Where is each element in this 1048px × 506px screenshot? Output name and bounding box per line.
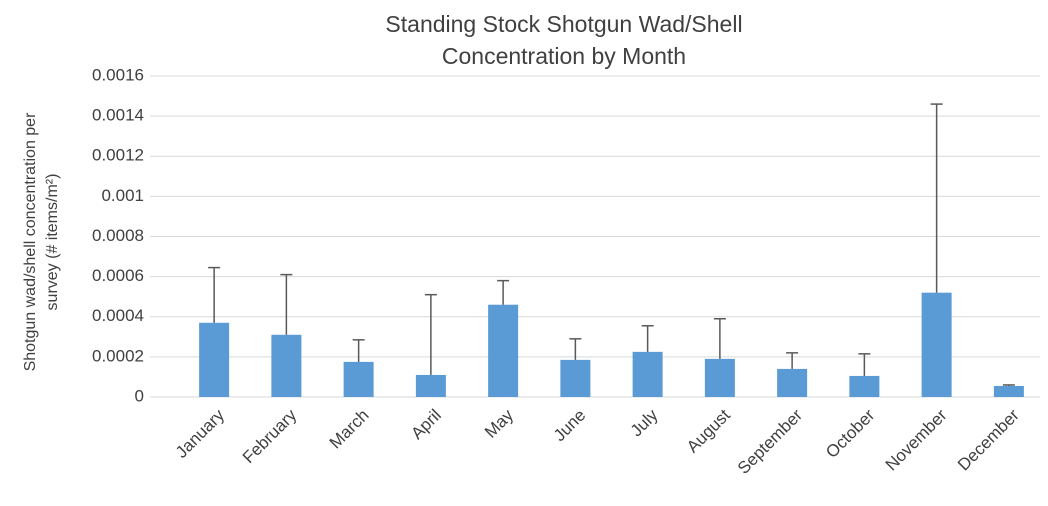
error-bar <box>497 279 510 305</box>
y-tick-label: 0.0014 <box>92 106 144 125</box>
x-tick-label: June <box>550 406 590 446</box>
y-tick-label: 0.001 <box>101 186 144 205</box>
bar <box>488 304 519 397</box>
error-bar <box>786 352 799 369</box>
error-bar <box>208 266 221 323</box>
error-bar <box>569 338 582 360</box>
bar <box>777 368 808 397</box>
error-bar <box>930 103 943 293</box>
bar <box>632 351 663 397</box>
error-bar <box>280 273 293 335</box>
y-tick-label: 0 <box>135 386 144 405</box>
x-tick-label: January <box>172 405 229 462</box>
x-tick-label: September <box>734 405 806 477</box>
bar <box>199 322 230 397</box>
bar <box>415 374 446 397</box>
y-tick-label: 0.0008 <box>92 226 144 245</box>
y-tick-label: 0.0004 <box>92 306 144 325</box>
x-tick-label: November <box>882 405 951 474</box>
chart-title: Standing Stock Shotgun Wad/Shell Concent… <box>385 11 743 69</box>
x-tick-label: February <box>239 405 301 467</box>
x-tick-label: July <box>627 405 662 440</box>
error-bar <box>641 325 654 352</box>
bar <box>704 358 735 397</box>
error-bar <box>424 293 437 375</box>
y-tick-label: 0.0016 <box>92 65 144 84</box>
x-tick-label: October <box>822 405 878 461</box>
error-bar <box>858 353 871 376</box>
error-bar <box>1002 384 1015 386</box>
y-tick-label: 0.0002 <box>92 346 144 365</box>
y-tick-label: 0.0006 <box>92 266 144 285</box>
bar <box>849 375 880 397</box>
error-bar <box>352 339 365 362</box>
error-bar <box>713 318 726 359</box>
x-tick-label: December <box>954 405 1023 474</box>
bar <box>921 292 952 397</box>
x-tick-label: August <box>683 405 734 456</box>
y-tick-label: 0.0012 <box>92 146 144 165</box>
x-tick-label: May <box>481 405 517 441</box>
x-tick-label: April <box>407 406 444 443</box>
bar <box>993 385 1024 397</box>
x-tick-label: March <box>326 406 373 453</box>
bar <box>271 334 302 397</box>
bar <box>560 359 591 397</box>
y-axis-label: Shotgun wad/shell concentration per surv… <box>22 112 61 372</box>
bar <box>343 361 374 397</box>
